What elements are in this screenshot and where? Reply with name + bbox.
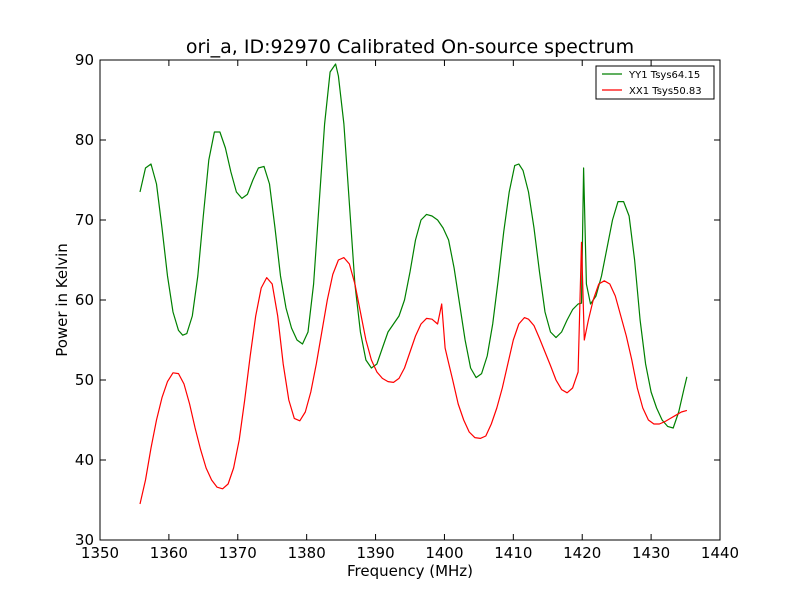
series-layer	[139, 63, 688, 505]
y-tick-label-30: 30	[75, 531, 94, 549]
y-tick-label-50: 50	[75, 371, 94, 389]
plot-area: 1350 1360 1370 1380 1390 1400 1410 1420 1430 1440…	[75, 51, 739, 562]
chart-title: ori_a, ID:92970 Calibrated On-source spe…	[186, 36, 634, 58]
y-tick-label-80: 80	[75, 131, 94, 149]
x-tick-label-1420: 1420	[563, 544, 601, 562]
y-tick-label-60: 60	[75, 291, 94, 309]
legend-label-xx1: XX1 Tsys50.83	[629, 86, 702, 97]
legend-label-yy1: YY1 Tsys64.15	[628, 70, 700, 81]
x-tick-label-1430: 1430	[632, 544, 670, 562]
legend-box	[595, 65, 715, 100]
x-tick-label-1370: 1370	[219, 544, 257, 562]
x-tick-label-1440: 1440	[701, 544, 739, 562]
x-tick-label-1390: 1390	[356, 544, 394, 562]
x-tick-label-1380: 1380	[288, 544, 326, 562]
series-line-xx1	[139, 241, 688, 505]
legend: YY1 Tsys64.15 XX1 Tsys50.83	[595, 65, 715, 100]
plot-frame	[100, 60, 720, 540]
x-tick-label-1350: 1350	[81, 544, 119, 562]
ticks-layer: 1350 1360 1370 1380 1390 1400 1410 1420 1430 1440…	[75, 51, 739, 562]
y-axis-label: Power in Kelvin	[53, 243, 71, 357]
y-tick-label-90: 90	[75, 51, 94, 69]
x-tick-label-1410: 1410	[494, 544, 532, 562]
x-axis-label: Frequency (MHz)	[347, 562, 473, 580]
series-line-yy1	[139, 63, 688, 429]
x-tick-label-1400: 1400	[425, 544, 463, 562]
x-tick-label-1360: 1360	[150, 544, 188, 562]
y-tick-label-40: 40	[75, 451, 94, 469]
y-tick-label-70: 70	[75, 211, 94, 229]
